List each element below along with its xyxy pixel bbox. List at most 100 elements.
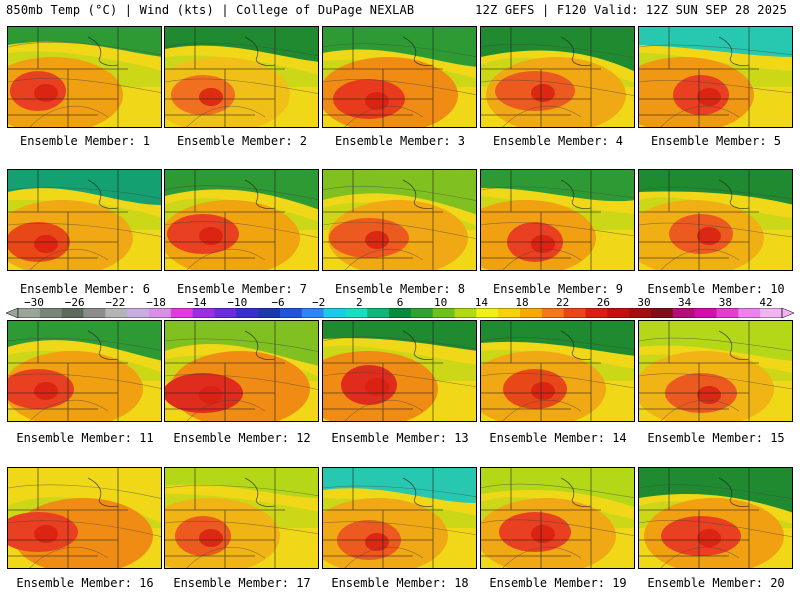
ensemble-map-panel — [480, 26, 635, 128]
member-number: 2 — [299, 134, 308, 148]
colorbar-tick-label: 42 — [759, 296, 773, 309]
colorbar-tick-label: 18 — [515, 296, 529, 309]
temperature-map — [639, 170, 792, 270]
header-left-title: 850mb Temp (°C) | Wind (kts) | College o… — [6, 3, 415, 17]
colorbar-segment — [105, 308, 128, 318]
ensemble-member-label: Ensemble Member: 10 — [637, 282, 795, 296]
label-prefix: Ensemble Member: — [16, 431, 140, 445]
colorbar-segment — [345, 308, 368, 318]
header-right-run-info: 12Z GEFS | F120 Valid: 12Z SUN SEP 28 20… — [475, 3, 787, 17]
ensemble-member-label: Ensemble Member: 20 — [637, 576, 795, 590]
ensemble-map-panel — [480, 467, 635, 569]
colorbar-tick-label: −26 — [64, 296, 85, 309]
label-prefix: Ensemble Member: — [650, 134, 774, 148]
colorbar-segment — [498, 308, 521, 318]
colorbar-segment — [629, 308, 652, 318]
member-number: 16 — [139, 576, 154, 590]
member-number: 9 — [615, 282, 624, 296]
colorbar-segment — [389, 308, 412, 318]
label-prefix: Ensemble Member: — [19, 282, 143, 296]
temperature-map — [323, 468, 476, 568]
colorbar-segment — [170, 308, 194, 318]
colorbar-segment — [258, 308, 281, 318]
ensemble-member-label: Ensemble Member: 17 — [163, 576, 321, 590]
temperature-map — [165, 321, 318, 421]
temperature-map — [8, 321, 161, 421]
colorbar-segment — [738, 308, 761, 318]
colorbar-tick-label: −14 — [186, 296, 207, 309]
ensemble-map-panel — [7, 26, 162, 128]
colorbar-segment — [454, 308, 477, 318]
ensemble-member-label: Ensemble Member: 7 — [163, 282, 321, 296]
ensemble-member-label: Ensemble Member: 6 — [6, 282, 164, 296]
temperature-map — [8, 27, 161, 127]
ensemble-member-label: Ensemble Member: 11 — [6, 431, 164, 445]
colorbar-segment — [563, 308, 587, 318]
ensemble-member-label: Ensemble Member: 13 — [321, 431, 479, 445]
colorbar-tick-label: 38 — [718, 296, 732, 309]
ensemble-member-label: Ensemble Member: 15 — [637, 431, 795, 445]
temperature-map — [323, 27, 476, 127]
ensemble-map-panel — [7, 169, 162, 271]
colorbar-segment — [236, 308, 259, 318]
label-prefix: Ensemble Member: — [331, 431, 455, 445]
colorbar-segment — [760, 308, 783, 318]
member-number: 14 — [612, 431, 627, 445]
colorbar-svg — [6, 308, 794, 318]
ensemble-member-label: Ensemble Member: 16 — [6, 576, 164, 590]
label-prefix: Ensemble Member: — [176, 134, 300, 148]
member-number: 8 — [457, 282, 466, 296]
member-number: 4 — [615, 134, 624, 148]
temperature-map — [639, 321, 792, 421]
colorbar-tick-label: −22 — [105, 296, 126, 309]
label-prefix: Ensemble Member: — [647, 431, 771, 445]
ensemble-member-label: Ensemble Member: 9 — [479, 282, 637, 296]
temperature-map — [639, 468, 792, 568]
member-number: 18 — [454, 576, 469, 590]
colorbar-segment — [192, 308, 215, 318]
label-prefix: Ensemble Member: — [173, 431, 297, 445]
colorbar-tick-label: 22 — [556, 296, 570, 309]
colorbar-segment — [279, 308, 303, 318]
label-prefix: Ensemble Member: — [19, 134, 143, 148]
colorbar-tick-label: −10 — [227, 296, 248, 309]
member-number: 13 — [454, 431, 469, 445]
colorbar-segment — [301, 308, 325, 318]
temperature-map — [323, 321, 476, 421]
temperature-map — [481, 468, 634, 568]
colorbar-low-arrow — [6, 308, 19, 318]
temperature-map — [639, 27, 792, 127]
ensemble-member-label: Ensemble Member: 19 — [479, 576, 637, 590]
colorbar-segment — [18, 308, 41, 318]
ensemble-member-label: Ensemble Member: 3 — [321, 134, 479, 148]
ensemble-map-panel — [164, 467, 319, 569]
colorbar-segment — [716, 308, 739, 318]
colorbar-border — [17, 308, 783, 318]
colorbar-segment — [694, 308, 718, 318]
label-prefix: Ensemble Member: — [16, 576, 140, 590]
member-number: 3 — [457, 134, 466, 148]
ensemble-map-panel — [322, 26, 477, 128]
colorbar-segment — [214, 308, 237, 318]
colorbar-segment — [410, 308, 434, 318]
member-number: 11 — [139, 431, 154, 445]
ensemble-member-label: Ensemble Member: 14 — [479, 431, 637, 445]
ensemble-map-panel — [7, 467, 162, 569]
colorbar-segment — [520, 308, 543, 318]
colorbar-tick-label: 10 — [434, 296, 448, 309]
label-prefix: Ensemble Member: — [492, 282, 616, 296]
temperature-map — [481, 321, 634, 421]
label-prefix: Ensemble Member: — [176, 282, 300, 296]
colorbar-segment — [541, 308, 565, 318]
temperature-map — [8, 170, 161, 270]
label-prefix: Ensemble Member: — [647, 576, 771, 590]
colorbar-segment — [323, 308, 346, 318]
ensemble-member-label: Ensemble Member: 4 — [479, 134, 637, 148]
colorbar-segment — [585, 308, 608, 318]
colorbar-tick-label: 14 — [474, 296, 488, 309]
colorbar-segment — [148, 308, 172, 318]
ensemble-member-label: Ensemble Member: 8 — [321, 282, 479, 296]
ensemble-map-panel — [7, 320, 162, 422]
colorbar-segment — [127, 308, 150, 318]
colorbar-segment — [476, 308, 499, 318]
